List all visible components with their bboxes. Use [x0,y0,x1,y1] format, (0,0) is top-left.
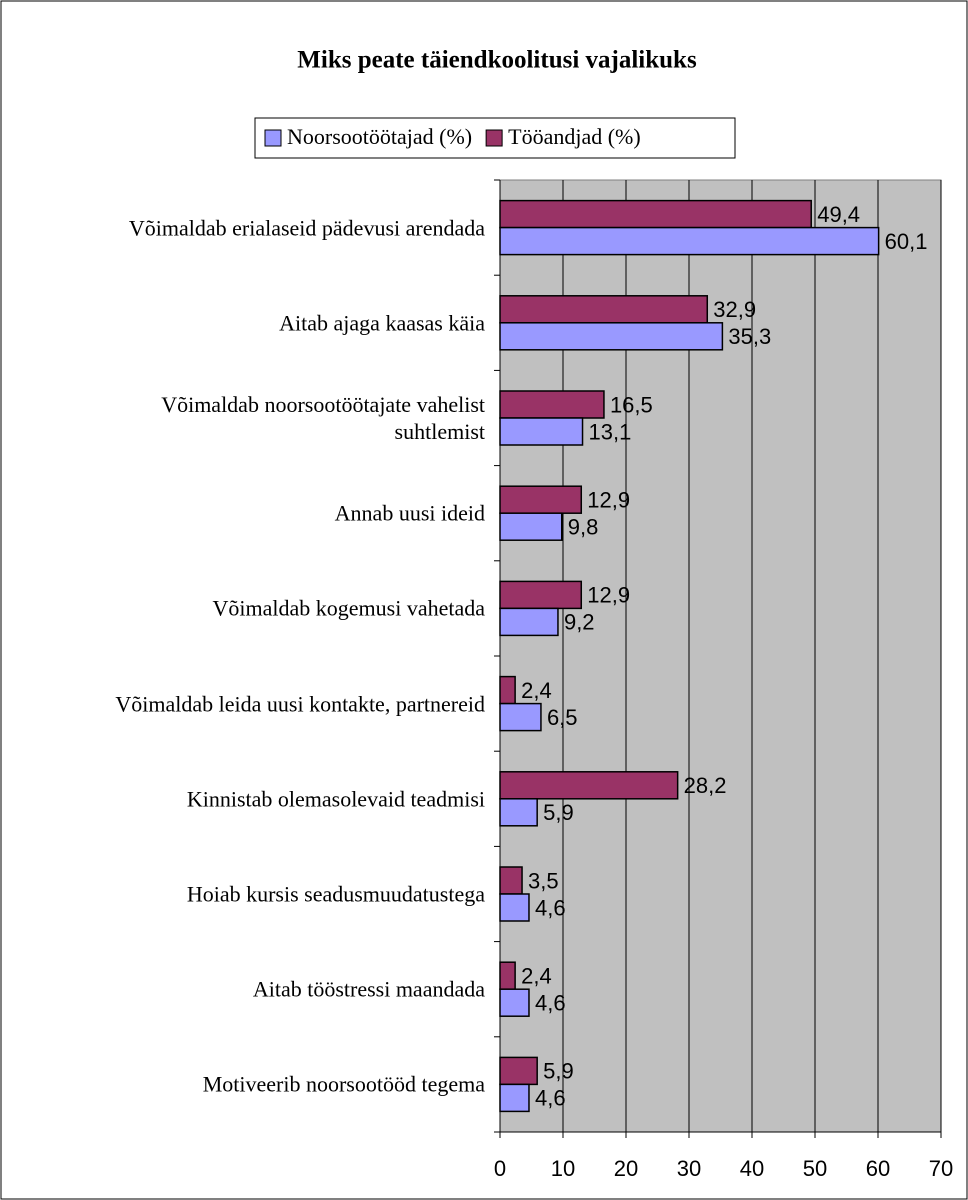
bar [499,580,583,610]
y-tick-label: Hoiab kursis seadusmuudatustega [186,881,485,907]
bar [499,675,516,705]
value-label: 35,3 [728,324,771,349]
value-label: 5,9 [543,800,574,825]
y-tick-label: Aitab ajaga kaasas käia [279,310,485,336]
x-tick-label: 30 [677,1156,701,1181]
bar [499,226,880,256]
x-tick-label: 40 [740,1156,764,1181]
legend-label: Noorsootöötajad (%) [287,124,472,149]
bar [499,1083,530,1113]
bar [499,771,679,800]
chart-title: Miks peate täiendkoolitusi vajalikuks [297,47,697,74]
value-label: 28,2 [684,773,727,798]
value-label: 2,4 [521,964,552,989]
value-label: 16,5 [610,392,653,417]
value-label: 9,8 [568,515,599,540]
value-label: 6,5 [547,705,578,730]
bar [499,485,583,514]
bar [499,607,559,637]
bar [499,961,516,990]
value-label: 60,1 [885,229,928,254]
value-label: 49,4 [817,202,860,227]
y-tick-label: Võimaldab erialaseid pädevusi arendada [128,215,485,241]
value-label: 2,4 [521,678,552,703]
bar [499,1056,538,1086]
bar [499,512,563,541]
y-tick-label: Annab uusi ideid [334,500,485,526]
value-label: 12,9 [587,583,630,608]
value-label: 3,5 [528,868,559,893]
bar [499,295,709,324]
bar [499,866,523,895]
x-tick-label: 10 [551,1156,575,1181]
y-tick-label: Motiveerib noorsootööd tegema [202,1071,485,1097]
y-tick-label: Võimaldab leida uusi kontakte, partnerei… [115,691,485,717]
bar [499,702,542,732]
bar [499,798,538,827]
bar [499,199,812,229]
legend-swatch [485,129,503,147]
bar [499,390,605,419]
value-label: 13,1 [589,419,632,444]
x-tick-label: 70 [929,1156,953,1181]
bar [499,988,530,1017]
value-label: 4,6 [535,1086,566,1111]
value-label: 9,2 [564,610,595,635]
y-tick-label: Kinnistab olemasolevaid teadmisi [186,786,485,812]
x-tick-label: 60 [866,1156,890,1181]
value-label: 32,9 [713,297,756,322]
value-label: 12,9 [587,488,630,513]
x-tick-label: 50 [803,1156,827,1181]
value-label: 4,6 [535,895,566,920]
bar [499,893,530,922]
value-label: 5,9 [543,1059,574,1084]
x-tick-label: 0 [494,1156,506,1181]
y-tick-label: Aitab tööstressi maandada [252,976,485,1002]
y-tick-label: Võimaldab kogemusi vahetada [212,595,485,621]
bar [499,322,724,351]
legend-label: Tööandjad (%) [508,124,641,149]
value-label: 4,6 [535,991,566,1016]
bar [499,417,584,446]
y-tick-label: Võimaldab noorsootöötajate vahelist suht… [161,392,485,444]
legend-swatch [264,129,282,147]
x-tick-label: 20 [614,1156,638,1181]
